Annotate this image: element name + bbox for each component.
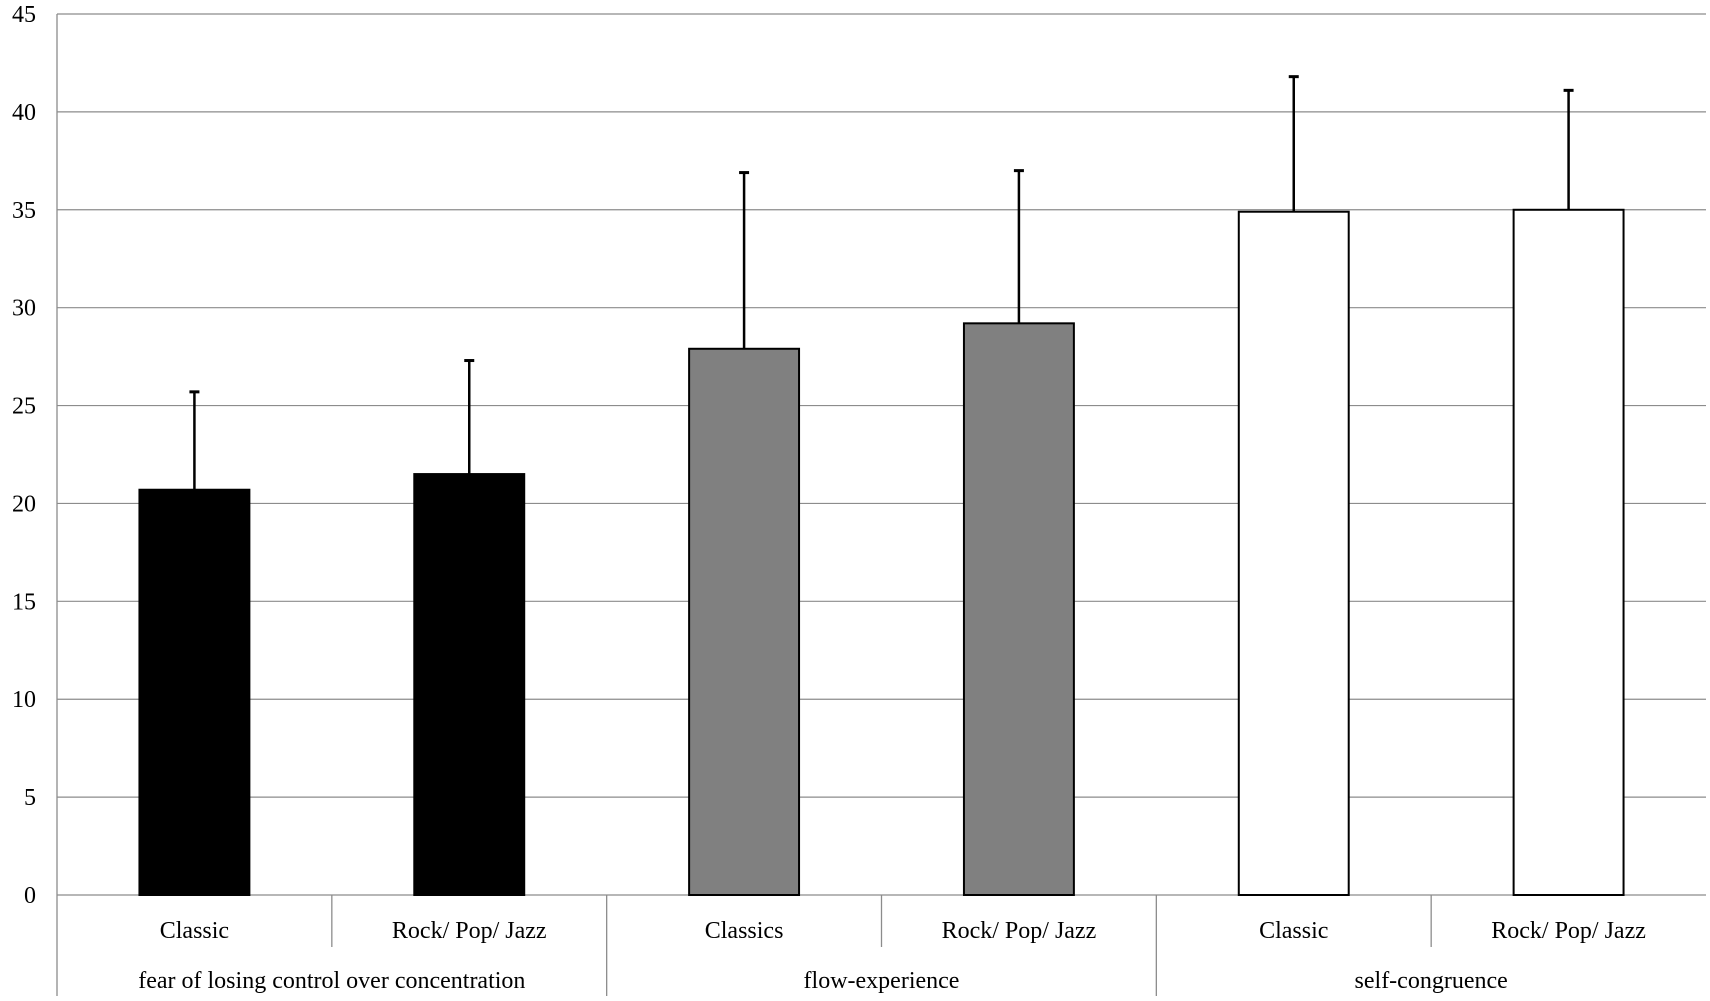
bar — [138, 488, 251, 896]
bar — [1512, 208, 1625, 896]
bars — [138, 208, 1625, 897]
category-label: Classic — [1259, 918, 1328, 944]
group-label: fear of losing control over concentratio… — [138, 968, 525, 994]
category-label: Rock/ Pop/ Jazz — [1491, 918, 1646, 944]
category-label: Classic — [160, 918, 229, 944]
error-bars — [189, 75, 1574, 490]
y-tick-label: 20 — [12, 491, 36, 517]
gridlines — [57, 13, 1706, 798]
category-label: Rock/ Pop/ Jazz — [942, 918, 1097, 944]
y-tick-label: 40 — [12, 100, 36, 126]
bar — [413, 473, 526, 896]
y-tick-label: 30 — [12, 296, 36, 322]
group-label: flow-experience — [804, 968, 960, 994]
category-label: Classics — [705, 918, 784, 944]
labels: 0 5 10 15 20 25 30 35 40 45 Classic Rock/ Pop/ Jazz… — [12, 2, 1646, 994]
y-tick-label: 5 — [24, 785, 36, 811]
y-tick-label: 10 — [12, 687, 36, 713]
bar — [962, 322, 1075, 896]
y-tick-label: 45 — [12, 2, 36, 28]
y-tick-label: 25 — [12, 394, 36, 420]
axes — [56, 14, 1706, 996]
y-tick-label: 0 — [24, 883, 36, 909]
y-tick-label: 15 — [12, 589, 36, 615]
group-label: self-congruence — [1355, 968, 1508, 994]
bar — [688, 347, 801, 896]
y-tick-label: 35 — [12, 198, 36, 224]
category-label: Rock/ Pop/ Jazz — [392, 918, 547, 944]
bar — [1237, 210, 1350, 897]
